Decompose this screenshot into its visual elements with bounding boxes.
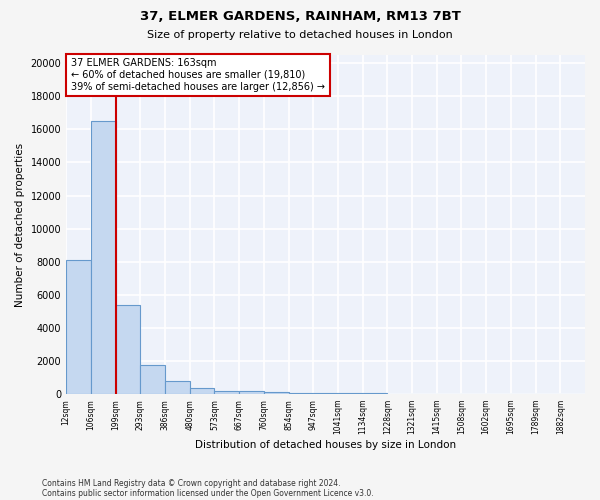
Text: Size of property relative to detached houses in London: Size of property relative to detached ho… [147, 30, 453, 40]
Bar [116, 304, 140, 394]
Bar [214, 390, 239, 394]
Bar [165, 380, 190, 394]
Bar [239, 392, 264, 394]
Bar [140, 365, 165, 394]
Bar [190, 388, 214, 394]
Bar [264, 392, 289, 394]
Bar [66, 260, 91, 394]
Bar [91, 121, 116, 394]
X-axis label: Distribution of detached houses by size in London: Distribution of detached houses by size … [195, 440, 456, 450]
Text: 37, ELMER GARDENS, RAINHAM, RM13 7BT: 37, ELMER GARDENS, RAINHAM, RM13 7BT [140, 10, 460, 23]
Text: Contains HM Land Registry data © Crown copyright and database right 2024.: Contains HM Land Registry data © Crown c… [42, 478, 341, 488]
Bar [289, 393, 313, 394]
Text: 37 ELMER GARDENS: 163sqm
← 60% of detached houses are smaller (19,810)
39% of se: 37 ELMER GARDENS: 163sqm ← 60% of detach… [71, 58, 325, 92]
Text: Contains public sector information licensed under the Open Government Licence v3: Contains public sector information licen… [42, 488, 374, 498]
Y-axis label: Number of detached properties: Number of detached properties [15, 142, 25, 306]
Bar [313, 393, 338, 394]
